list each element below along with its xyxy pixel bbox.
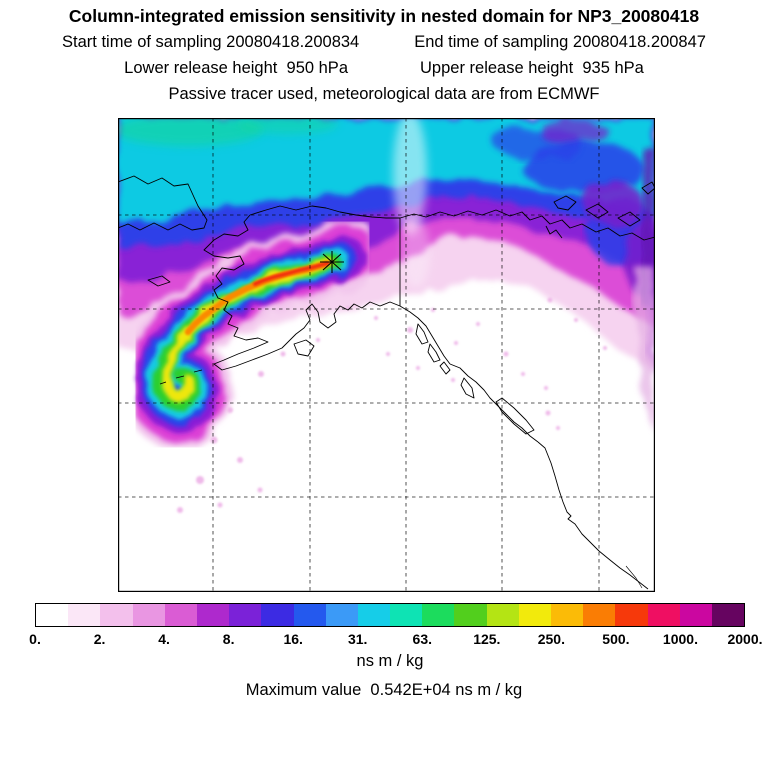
release-heights-line: Lower release height 950 hPa Upper relea… xyxy=(0,59,768,78)
colorbar-segment xyxy=(679,604,712,626)
colorbar-ticks: 0. 2. 4. 8. 16. 31. 63. 125. 250. 500. 1000. 2000. xyxy=(29,631,762,648)
tracer-line: Passive tracer used, meteorological data… xyxy=(168,85,600,103)
sampling-times-line: Start time of sampling 20080418.200834 E… xyxy=(0,33,768,52)
colorbar-tick-label: 0. xyxy=(29,631,41,647)
colorbar-tick-label: 4. xyxy=(158,631,170,647)
colorbar-tick-label: 8. xyxy=(222,631,235,647)
colorbar-segment xyxy=(68,604,101,626)
sensitivity-field xyxy=(118,118,655,592)
colorbar-segment xyxy=(454,604,487,626)
colorbar-segment xyxy=(551,604,584,626)
end-time-text: End time of sampling 20080418.200847 xyxy=(414,33,706,51)
map-border xyxy=(118,118,655,592)
colorbar-segment xyxy=(647,604,680,626)
speckles xyxy=(177,297,607,513)
colorbar-tick-label: 31. xyxy=(347,631,368,647)
plume xyxy=(120,219,385,450)
colorbar-segment xyxy=(357,604,391,626)
colorbar-segment xyxy=(711,604,745,626)
colorbar-segment xyxy=(229,604,262,626)
colorbar-tick-label: 250. xyxy=(537,631,565,647)
colorbar-segment xyxy=(132,604,165,626)
colorbar-segment xyxy=(518,604,551,626)
colorbar-segment xyxy=(325,604,358,626)
release-source-marker xyxy=(320,251,344,273)
colorbar-segment xyxy=(196,604,230,626)
colorbar-segment xyxy=(615,604,648,626)
coastlines xyxy=(117,175,656,590)
colorbar-tick-label: 2000. xyxy=(727,631,763,647)
colorbar-tick-label: 16. xyxy=(283,631,303,647)
colorbar-segment xyxy=(100,604,133,626)
page-title: Column-integrated emission sensitivity i… xyxy=(68,6,700,26)
map-plot xyxy=(117,118,656,592)
colorbar-segment xyxy=(583,604,616,626)
colorbar-segment xyxy=(164,604,197,626)
colorbar-tick-label: 1000. xyxy=(662,631,698,647)
colorbar-tick-label: 2. xyxy=(93,631,106,647)
sensitivity-map-svg xyxy=(117,118,656,592)
colorbar-segment xyxy=(36,604,69,626)
grid-lines xyxy=(118,118,655,592)
colorbar-segment xyxy=(422,604,455,626)
colorbar-segment xyxy=(390,604,423,626)
colorbar xyxy=(35,603,745,627)
colorbar-segment xyxy=(486,604,519,626)
colorbar-units: ns m / kg xyxy=(356,652,424,670)
colorbar-segment xyxy=(293,604,326,626)
colorbar-tick-label: 125. xyxy=(473,631,501,647)
lower-release-text: Lower release height 950 hPa xyxy=(124,59,348,77)
colorbar-tick-label: 500. xyxy=(602,631,630,647)
max-value-line: Maximum value 0.542E+04 ns m / kg xyxy=(245,681,523,699)
start-time-text: Start time of sampling 20080418.200834 xyxy=(62,33,360,51)
colorbar-segment xyxy=(261,604,294,626)
colorbar-tick-label: 63. xyxy=(412,631,432,647)
upper-release-text: Upper release height 935 hPa xyxy=(420,59,644,77)
